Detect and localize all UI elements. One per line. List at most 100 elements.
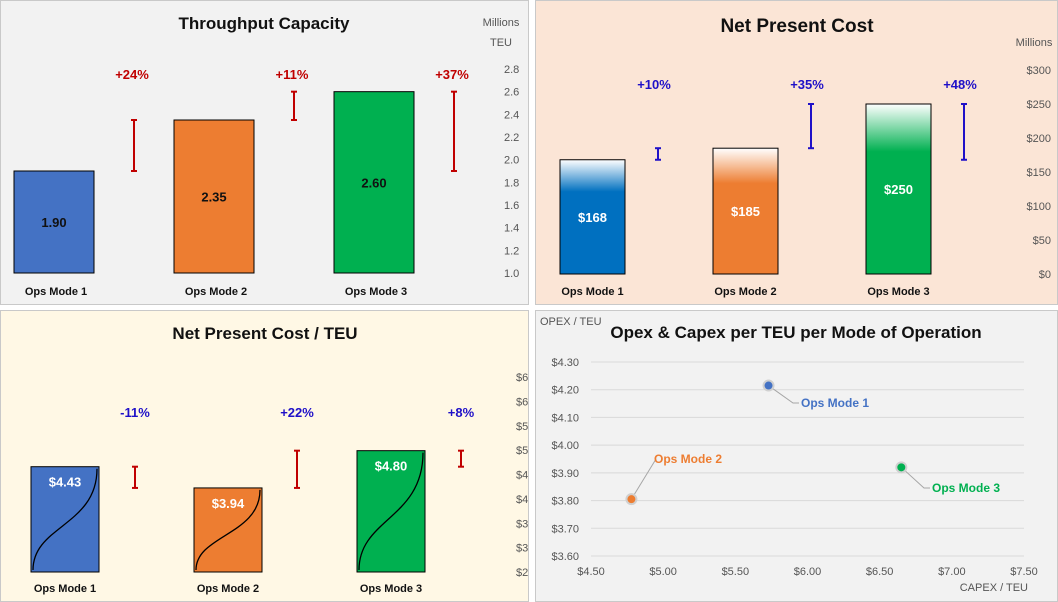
y-axis-title: OPEX / TEU bbox=[540, 316, 602, 328]
point-leader-line bbox=[900, 466, 930, 489]
y-tick-label: 1.0 bbox=[504, 268, 519, 280]
y-tick-label: $6 bbox=[516, 396, 528, 408]
bar-ops-mode-2 bbox=[193, 487, 263, 573]
opex-capex-scatter-panel: Opex & Capex per TEU per Mode of Operati… bbox=[535, 310, 1058, 602]
range-percent-label: +35% bbox=[790, 77, 824, 92]
bar-ops-mode-1 bbox=[559, 159, 626, 275]
bar-ops-mode-2 bbox=[173, 119, 255, 274]
range-bar-3 bbox=[458, 449, 464, 468]
range-percent-label: +48% bbox=[943, 77, 977, 92]
range-bar-2 bbox=[294, 449, 300, 489]
category-label: Ops Mode 2 bbox=[185, 286, 247, 298]
x-tick-label: $4.50 bbox=[577, 566, 605, 578]
category-label: Ops Mode 1 bbox=[34, 583, 96, 595]
category-label: Ops Mode 3 bbox=[867, 286, 929, 298]
point-leader-line bbox=[768, 385, 799, 404]
range-bar-1 bbox=[132, 465, 138, 489]
range-percent-label: +37% bbox=[435, 67, 469, 82]
point-label: Ops Mode 3 bbox=[932, 481, 1000, 495]
bar-value-label: 2.60 bbox=[361, 175, 386, 190]
y-tick-label: 2.0 bbox=[504, 155, 519, 167]
bar-value-label: $4.43 bbox=[49, 475, 82, 490]
y-tick-label: $0 bbox=[1039, 269, 1051, 281]
point-label: Ops Mode 1 bbox=[801, 396, 869, 410]
point-label: Ops Mode 2 bbox=[654, 452, 722, 466]
y-tick-label: $3.90 bbox=[551, 468, 579, 480]
bar-value-label: $4.80 bbox=[375, 459, 408, 474]
throughput-capacity-chart: Throughput Capacity Millions TEU 1.0 1.2 1.4 1… bbox=[13, 14, 520, 298]
bar-curve-decoration bbox=[358, 452, 424, 571]
bar-ops-mode-3 bbox=[333, 91, 415, 274]
y-tick-label: $100 bbox=[1027, 201, 1051, 213]
bar-ops-mode-3 bbox=[865, 103, 932, 275]
y-tick-label: $300 bbox=[1027, 65, 1051, 77]
x-axis-title: CAPEX / TEU bbox=[960, 582, 1028, 594]
range-percent-label: +10% bbox=[637, 77, 671, 92]
category-label: Ops Mode 3 bbox=[345, 286, 407, 298]
chart-title: Opex & Capex per TEU per Mode of Operati… bbox=[610, 323, 981, 342]
y-tick-label: $4 bbox=[516, 470, 528, 482]
y-tick-label: $2 bbox=[516, 567, 528, 579]
x-tick-label: $5.00 bbox=[649, 566, 677, 578]
scatter-point-ops-mode-1 bbox=[762, 379, 775, 392]
range-percent-label: +11% bbox=[276, 67, 309, 82]
y-tick-label: 2.2 bbox=[504, 132, 519, 144]
y-tick-label: $3 bbox=[516, 543, 528, 555]
chart-title: Net Present Cost / TEU bbox=[172, 324, 357, 343]
category-label: Ops Mode 1 bbox=[561, 286, 623, 298]
unit-label-teu: TEU bbox=[490, 37, 512, 49]
range-percent-label: +22% bbox=[280, 405, 314, 420]
range-bar-3 bbox=[961, 103, 967, 161]
net-present-cost-chart: Net Present Cost Millions $0 $50 $100 $150 $20… bbox=[559, 16, 1053, 298]
net-present-cost-per-teu-chart: Net Present Cost / TEU $2 $3 $3 $4 $4 $5 $5 $6 $6… bbox=[30, 324, 528, 595]
point-leader-line bbox=[630, 458, 657, 500]
range-bar-2 bbox=[808, 103, 814, 150]
x-tick-label: $7.00 bbox=[938, 566, 966, 578]
y-tick-label: $250 bbox=[1027, 99, 1051, 111]
y-tick-label: $4 bbox=[516, 494, 528, 506]
y-tick-label: $6 bbox=[516, 372, 528, 384]
bar-value-label: $3.94 bbox=[212, 496, 245, 511]
bar-curve-decoration bbox=[195, 489, 261, 571]
unit-label-millions: Millions bbox=[483, 17, 520, 29]
range-bar-2 bbox=[291, 90, 297, 121]
y-tick-label: $200 bbox=[1027, 133, 1051, 145]
bar-value-label: $168 bbox=[578, 210, 607, 225]
y-tick-label: 1.8 bbox=[504, 177, 519, 189]
range-percent-label: +24% bbox=[115, 67, 149, 82]
category-label: Ops Mode 3 bbox=[360, 583, 422, 595]
chart-title: Throughput Capacity bbox=[179, 14, 350, 33]
bar-value-label: 1.90 bbox=[41, 215, 66, 230]
bar-ops-mode-1 bbox=[13, 170, 95, 274]
bar-ops-mode-3 bbox=[356, 450, 426, 573]
unit-label-millions: Millions bbox=[1016, 37, 1053, 49]
bar-value-label: $185 bbox=[731, 204, 760, 219]
bar-ops-mode-2 bbox=[712, 147, 779, 275]
y-tick-label: $3.80 bbox=[551, 496, 579, 508]
x-tick-label: $6.50 bbox=[866, 566, 894, 578]
x-tick-label: $6.00 bbox=[794, 566, 822, 578]
range-bar-3 bbox=[451, 90, 457, 172]
chart-title: Net Present Cost bbox=[720, 16, 874, 37]
net-present-cost-panel: Net Present Cost Millions $0 $50 $100 $150 $20… bbox=[535, 0, 1058, 305]
range-percent-label: -11% bbox=[120, 405, 150, 420]
y-tick-label: $4.20 bbox=[551, 385, 579, 397]
bar-ops-mode-1 bbox=[30, 466, 100, 573]
y-tick-label: 1.2 bbox=[504, 245, 519, 257]
y-tick-label: $50 bbox=[1033, 235, 1051, 247]
y-tick-label: $3 bbox=[516, 518, 528, 530]
y-tick-label: $4.10 bbox=[551, 412, 579, 424]
y-tick-label: 2.6 bbox=[504, 87, 519, 99]
scatter-point-ops-mode-2 bbox=[625, 493, 638, 506]
y-tick-label: $4.30 bbox=[551, 357, 579, 369]
bar-value-label: 2.35 bbox=[201, 190, 226, 205]
y-tick-label: $5 bbox=[516, 421, 528, 433]
category-label: Ops Mode 1 bbox=[25, 286, 87, 298]
y-tick-label: 1.6 bbox=[504, 200, 519, 212]
category-label: Ops Mode 2 bbox=[714, 286, 776, 298]
y-tick-label: $3.70 bbox=[551, 523, 579, 535]
bar-curve-decoration bbox=[32, 468, 98, 571]
range-percent-label: +8% bbox=[448, 405, 475, 420]
range-bar-1 bbox=[655, 147, 661, 161]
opex-capex-scatter-chart: Opex & Capex per TEU per Mode of Operati… bbox=[540, 316, 1038, 594]
